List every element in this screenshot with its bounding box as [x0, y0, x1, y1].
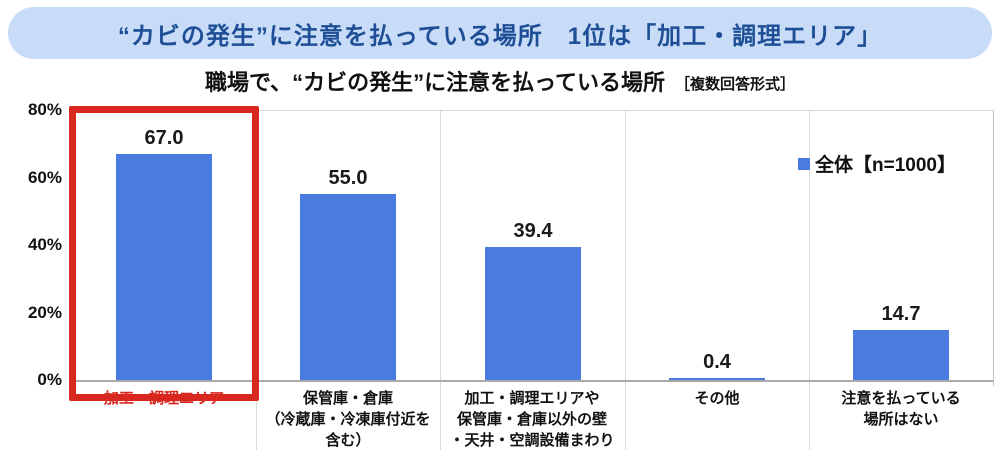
header-title: “カビの発生”に注意を払っている場所 1位は「加工・調理エリア」: [117, 22, 883, 50]
x-axis-line: [72, 380, 993, 382]
plot-right-border: [993, 110, 994, 386]
chart-title-main: 職場で、“カビの発生”に注意を払っている場所: [204, 70, 665, 95]
bar-value-label: 0.4: [703, 351, 731, 373]
bar-value-label: 14.7: [881, 303, 921, 325]
bar-value-label: 67.0: [144, 127, 184, 149]
header-banner: “カビの発生”に注意を払っている場所 1位は「加工・調理エリア」: [8, 7, 992, 59]
category-label: 保管庫・倉庫 （冷蔵庫・冷凍庫付近を 含む）: [265, 390, 431, 449]
bar-value-label: 39.4: [513, 220, 553, 242]
y-tick-label: 40%: [27, 235, 62, 254]
chart-title-note: ［複数回答形式］: [675, 76, 796, 93]
bar-value-label: 55.0: [328, 167, 368, 189]
category-label: その他: [694, 390, 740, 407]
y-tick-label: 60%: [27, 168, 62, 187]
category-separator: [440, 110, 441, 450]
legend-label: 全体【n=1000】: [815, 155, 956, 176]
plot-top-border: [72, 110, 993, 111]
y-tick-label: 20%: [27, 303, 62, 322]
legend: 全体【n=1000】: [798, 150, 956, 177]
category-label: 注意を払っている 場所はない: [841, 390, 961, 428]
chart-title: 職場で、“カビの発生”に注意を払っている場所 ［複数回答形式］: [0, 66, 1000, 96]
category-separator: [625, 110, 626, 450]
legend-marker-icon: [798, 157, 810, 170]
bar: [669, 378, 765, 380]
bar: [300, 194, 396, 380]
category-separator: [809, 110, 810, 450]
y-tick-label: 0%: [37, 370, 62, 389]
bar: [485, 247, 581, 380]
highlight-box: [69, 106, 259, 401]
bar: [853, 330, 949, 380]
category-label: 加工・調理エリアや 保管庫・倉庫以外の壁 ・天井・空調設備まわり: [449, 390, 615, 449]
bar: [116, 154, 212, 380]
y-tick-label: 80%: [27, 100, 62, 119]
